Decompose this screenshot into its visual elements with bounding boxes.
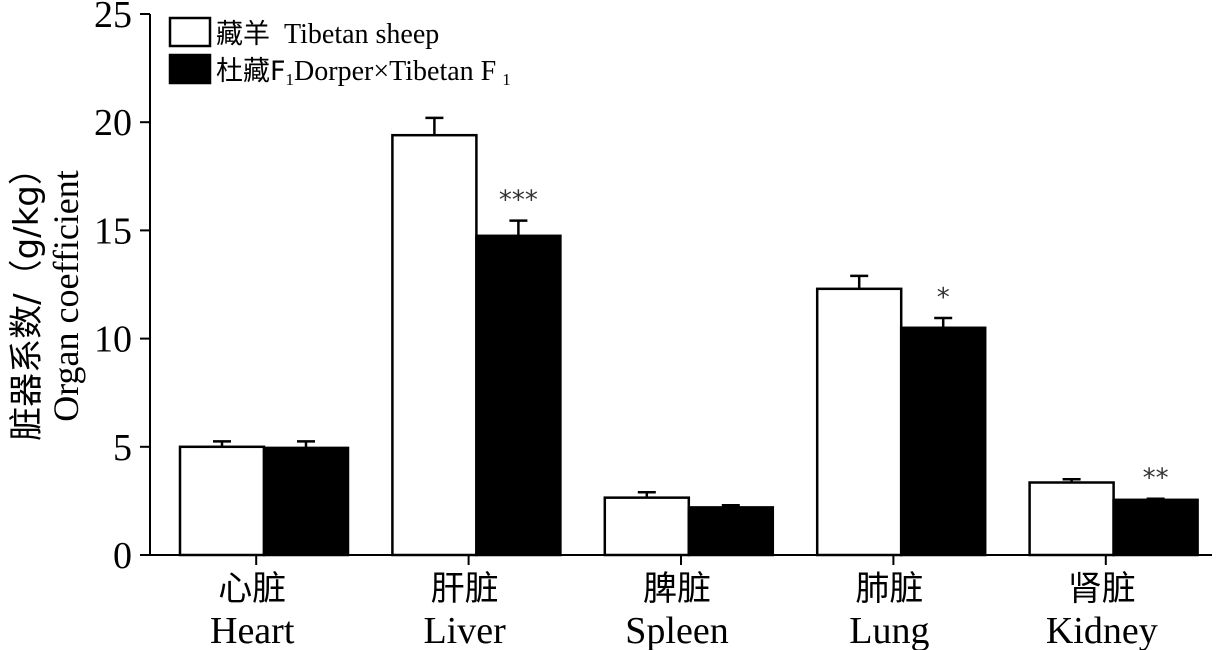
bar	[687, 506, 775, 557]
x-tick-label-cn: 肺脏	[855, 569, 923, 609]
x-tick-label-en: Kidney	[1046, 610, 1158, 650]
bar	[603, 496, 691, 557]
bar	[1028, 481, 1115, 557]
x-tick-label-en: Lung	[849, 610, 929, 650]
bar	[815, 287, 903, 557]
bars	[178, 116, 1199, 557]
x-tick-label-cn: 肝脏	[431, 569, 499, 609]
legend-label-tibetan: 藏羊 Tibetan sheep	[216, 19, 439, 50]
x-tick-label-cn: 心脏	[218, 569, 286, 609]
legend-swatch-tibetan	[168, 16, 212, 48]
x-tick-label-en: Spleen	[625, 610, 728, 650]
labels: 心脏Heart肝脏Liver脾脏Spleen肺脏Lung肾脏Kidney****…	[7, 151, 1169, 650]
significance-mark: *	[937, 283, 950, 313]
bar	[899, 326, 987, 557]
y-tick-label: 0	[113, 535, 132, 577]
x-tick-label-en: Heart	[210, 610, 295, 650]
y-tick-label: 20	[94, 102, 132, 144]
bar	[1112, 498, 1199, 557]
x-tick-label-cn: 脾脏	[643, 569, 711, 609]
significance-mark: **	[1143, 464, 1169, 494]
y-tick-label: 15	[94, 210, 132, 252]
x-tick-label-en: Liver	[423, 610, 506, 650]
y-axis-label-cn: 脏器系数/（g/kg）	[7, 151, 47, 441]
legend-swatch-dorper	[168, 53, 212, 85]
x-tick-label-cn: 肾脏	[1068, 569, 1136, 609]
bar	[475, 234, 562, 557]
y-tick-label: 5	[113, 427, 132, 469]
y-tick-label: 10	[94, 319, 132, 361]
bar	[262, 446, 350, 557]
y-axis-label: 脏器系数/（g/kg） Organ coefficient	[7, 151, 86, 441]
bar	[391, 133, 478, 557]
y-tick-label: 25	[94, 0, 132, 36]
significance-mark: ***	[499, 186, 538, 216]
bar	[178, 445, 266, 557]
y-axis-label-en: Organ coefficient	[46, 170, 86, 422]
